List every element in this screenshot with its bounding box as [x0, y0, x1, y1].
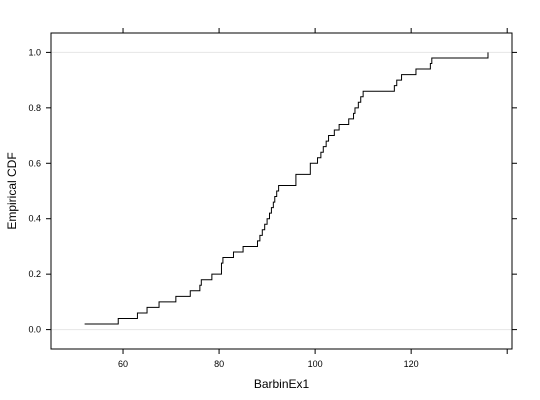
ecdf-step-line: [84, 52, 489, 325]
x-axis-ticks: 60 80 100 120: [118, 28, 508, 369]
reference-lines: [51, 51, 512, 331]
plot-frame: [50, 32, 513, 350]
x-tick-label-120: 120: [404, 359, 419, 369]
x-tick-label-80: 80: [214, 359, 224, 369]
x-axis-title: BarbinEx1: [254, 377, 310, 391]
y-axis-ticks: 0.0 0.2 0.4 0.6 0.8 1.0: [28, 47, 517, 335]
y-tick-label-0: 0.0: [28, 325, 41, 335]
y-tick-label-4: 0.8: [28, 103, 41, 113]
y-tick-label-5: 1.0: [28, 47, 41, 57]
x-tick-label-60: 60: [118, 359, 128, 369]
y-tick-label-2: 0.4: [28, 214, 41, 224]
y-tick-label-1: 0.2: [28, 269, 41, 279]
x-tick-label-100: 100: [308, 359, 323, 369]
y-axis-title: Empirical CDF: [5, 152, 19, 229]
y-tick-label-3: 0.6: [28, 158, 41, 168]
